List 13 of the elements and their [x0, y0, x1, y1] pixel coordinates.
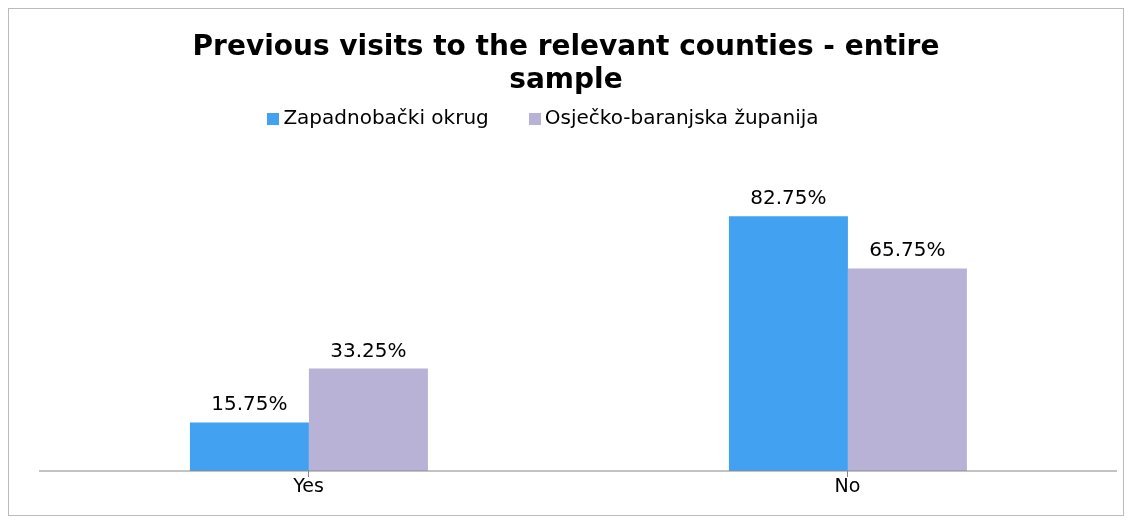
chart-title: Previous visits to the relevant counties - entire sample: [191, 28, 941, 95]
bar: [728, 216, 848, 471]
legend-label: Zapadnobački okrug: [283, 105, 489, 129]
data-label: 65.75%: [869, 237, 946, 262]
x-tick-label: No: [834, 474, 861, 497]
data-label: 15.75%: [211, 391, 288, 416]
data-label: 33.25%: [330, 337, 407, 362]
bar: [308, 368, 428, 471]
bar: [847, 268, 967, 471]
data-label: 82.75%: [750, 185, 827, 210]
legend-label: Osječko-baranjska županija: [544, 105, 819, 129]
bar: [189, 422, 309, 471]
x-tick-label: Yes: [292, 474, 324, 497]
